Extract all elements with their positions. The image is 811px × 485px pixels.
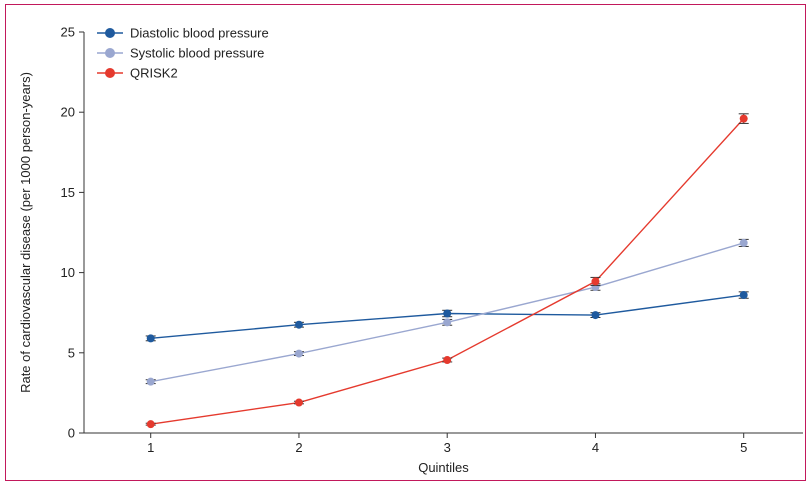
data-point-2-3 [443,318,452,327]
legend: Diastolic blood pressure Systolic blood p… [97,26,269,81]
x-tick-label-3: 3 [444,440,451,455]
series-2 [145,238,749,386]
y-tick-label-10: 10 [61,265,75,280]
series-layer [145,113,749,429]
y-tick-label-20: 20 [61,105,75,120]
y-tick-label-25: 25 [61,25,75,40]
data-point-3-3 [443,356,452,365]
data-point-2-5 [739,238,748,247]
data-point-3-5 [739,114,748,123]
x-tick-label-4: 4 [592,440,599,455]
x-tick-label-1: 1 [147,440,154,455]
legend-marker-1 [105,28,115,38]
legend-label-2: Systolic blood pressure [130,46,264,61]
data-point-3-1 [146,420,155,429]
data-point-1-5 [739,291,748,300]
series-3 [145,113,749,429]
x-tick-label-2: 2 [295,440,302,455]
axes: 0 5 10 15 20 25 1 2 3 4 5 [61,25,803,455]
legend-label-3: QRISK2 [130,66,178,81]
y-tick-label-5: 5 [68,345,75,360]
figure-frame [5,4,806,481]
data-point-1-2 [294,320,303,329]
y-axis-title: Rate of cardiovascular disease (per 1000… [18,72,33,393]
legend-marker-2 [105,48,115,58]
x-tick-label-5: 5 [740,440,747,455]
data-point-1-4 [591,311,600,320]
legend-marker-3 [105,68,115,78]
y-tick-label-0: 0 [68,426,75,441]
data-point-2-1 [146,377,155,386]
legend-label-1: Diastolic blood pressure [130,26,269,41]
data-point-3-4 [591,277,600,286]
data-point-1-3 [443,309,452,318]
data-point-3-2 [294,398,303,407]
series-line-3 [150,118,745,425]
data-point-1-1 [146,334,155,343]
x-axis-title: Quintiles [418,460,469,475]
y-tick-label-15: 15 [61,185,75,200]
series-1 [145,291,749,343]
data-point-2-2 [294,349,303,358]
